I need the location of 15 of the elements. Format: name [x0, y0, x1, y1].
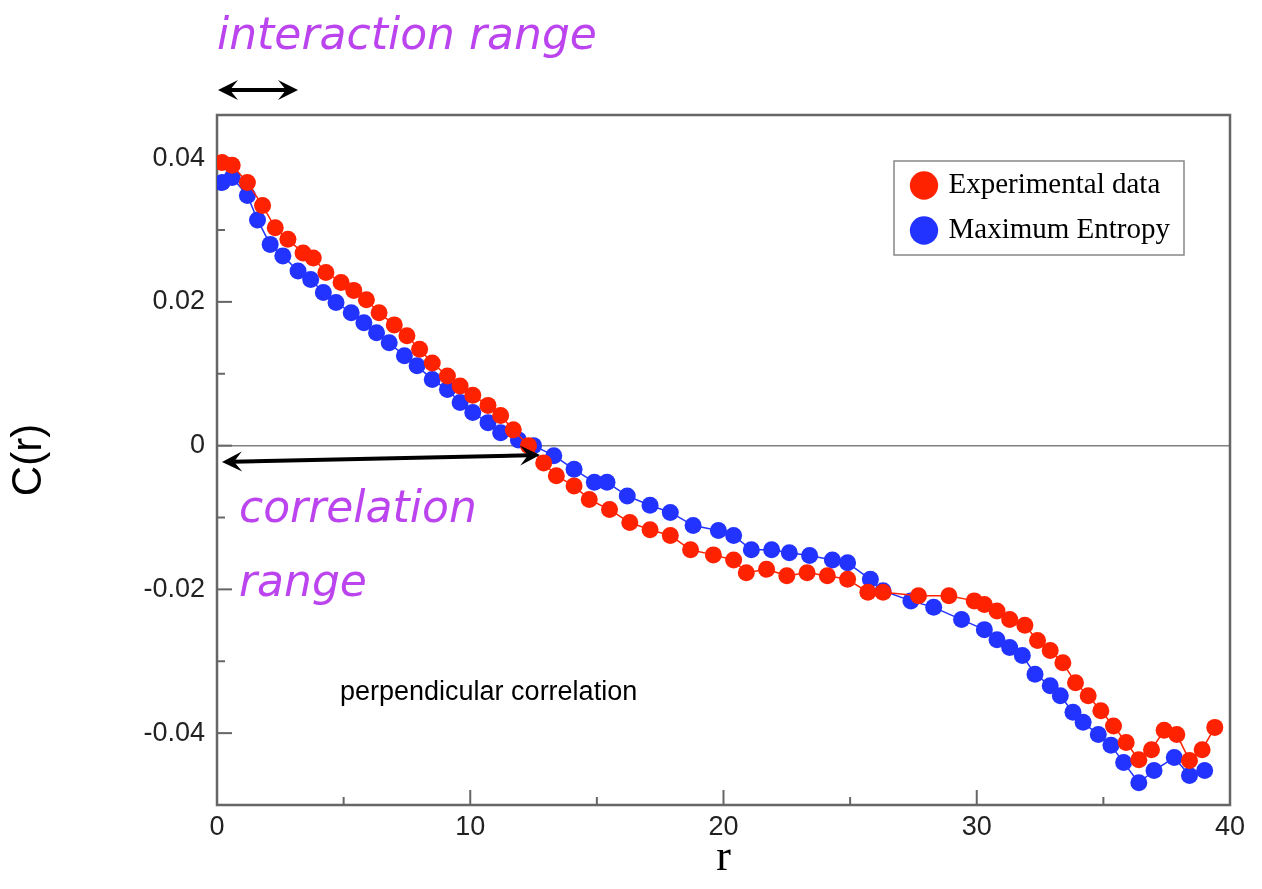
x-tick-label: 0 — [209, 810, 225, 841]
x-tick-label: 40 — [1214, 810, 1246, 841]
y-tick-label: 0 — [189, 429, 205, 460]
text: interaction range — [217, 8, 597, 59]
y-tick-label: -0.02 — [143, 572, 205, 603]
legend-label: Experimental data — [948, 167, 1161, 200]
x-tick-label: 10 — [455, 810, 486, 841]
y-tick-label: 0.04 — [152, 141, 205, 172]
y-tick-label: 0.02 — [152, 285, 205, 316]
legend-label: Maximum Entropy — [948, 212, 1171, 245]
annotation: correlation range — [239, 480, 478, 608]
annotation: perpendicular correlation — [340, 676, 638, 707]
x-tick-label: 30 — [961, 810, 992, 841]
y-tick-label: -0.04 — [143, 716, 205, 747]
y-axis-title: C(r) — [2, 423, 50, 497]
